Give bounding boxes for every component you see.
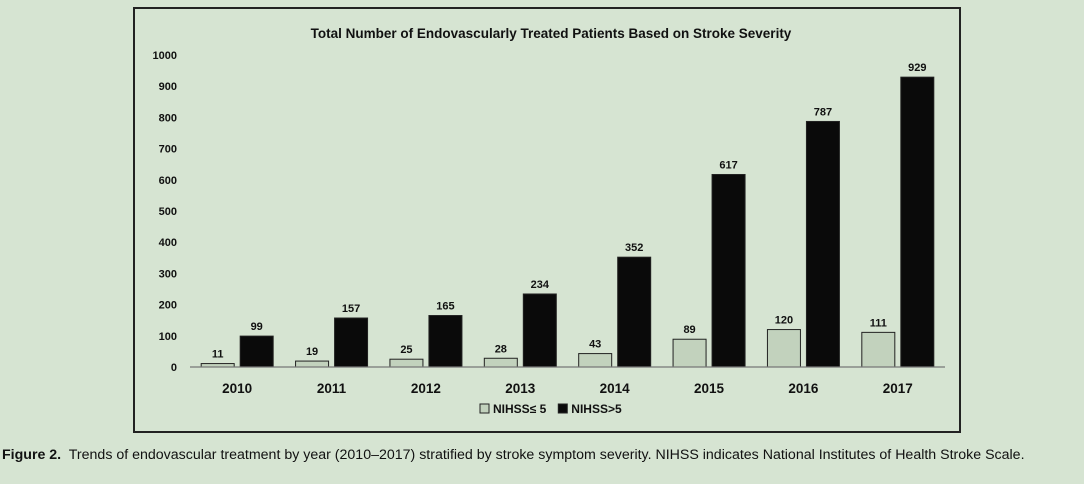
bar-nihss-high: [428, 315, 463, 368]
data-label: 787: [814, 106, 832, 118]
bar-nihss-high: [900, 76, 935, 368]
data-label: 165: [436, 301, 454, 313]
caption-text: Trends of endovascular treatment by year…: [68, 447, 1025, 463]
data-label: 352: [625, 242, 643, 254]
y-tick-label: 1000: [153, 50, 177, 62]
legend-label: NIHSS≤ 5: [493, 402, 547, 416]
x-tick-label: 2011: [317, 381, 347, 396]
bar-nihss-high: [334, 317, 369, 368]
figure-frame: Total Number of Endovascularly Treated P…: [133, 7, 961, 433]
x-tick-label: 2012: [411, 381, 441, 396]
y-tick-label: 600: [159, 175, 177, 187]
legend-label: NIHSS>5: [571, 402, 622, 416]
figure-caption: Figure 2. Trends of endovascular treatme…: [2, 447, 1082, 464]
bars: 11 99 19 157 25 165 28 234 43 352 89 617 120 787 111 92…: [200, 62, 935, 368]
bar-nihss-low: [861, 331, 896, 368]
chart-title: Total Number of Endovascularly Treated P…: [311, 26, 792, 41]
y-tick-label: 0: [171, 362, 177, 374]
bar-nihss-high: [711, 173, 746, 368]
y-tick-label: 100: [159, 331, 177, 343]
data-label: 11: [212, 349, 224, 361]
bar-chart: Total Number of Endovascularly Treated P…: [153, 26, 945, 416]
y-tick-label: 700: [159, 144, 177, 156]
data-label: 120: [775, 315, 793, 327]
data-label: 99: [251, 321, 263, 333]
data-label: 157: [342, 303, 360, 315]
bar-nihss-low: [483, 357, 518, 368]
bar-nihss-high: [239, 335, 274, 368]
bar-nihss-high: [522, 293, 557, 368]
x-tick-label: 2010: [222, 381, 252, 396]
bar-nihss-low: [672, 338, 707, 368]
y-tick-label: 400: [159, 237, 177, 249]
data-label: 19: [306, 346, 318, 358]
data-label: 43: [589, 339, 601, 351]
x-tick-label: 2015: [694, 381, 725, 396]
y-tick-label: 900: [159, 81, 177, 93]
x-tick-label: 2016: [788, 381, 819, 396]
legend-swatch-nihss-high: [557, 403, 568, 414]
x-tick-label: 2017: [883, 381, 913, 396]
data-label: 234: [531, 279, 550, 291]
bar-nihss-high: [805, 120, 840, 368]
bar-nihss-low: [578, 353, 613, 368]
y-tick-label: 800: [159, 112, 177, 124]
data-label: 111: [870, 317, 887, 329]
bar-nihss-low: [766, 329, 801, 368]
bar-nihss-low: [389, 358, 424, 368]
y-tick-label: 200: [159, 300, 177, 312]
y-tick-label: 500: [159, 206, 177, 218]
data-label: 89: [683, 324, 695, 336]
caption-label: Figure 2.: [2, 447, 62, 463]
y-axis: 0 100 200 300 400 500 600 700 800 900 1000: [153, 50, 177, 374]
data-label: 28: [495, 343, 507, 355]
data-label: 25: [400, 344, 412, 356]
x-tick-label: 2013: [505, 381, 536, 396]
x-axis: 2010 2011 2012 2013 2014 2015 2016 2017: [190, 366, 945, 396]
x-tick-label: 2014: [600, 381, 631, 396]
data-label: 617: [719, 159, 737, 171]
bar-nihss-high: [617, 256, 652, 368]
legend-swatch-nihss-low: [479, 403, 490, 414]
bar-nihss-low: [295, 360, 330, 368]
data-label: 929: [908, 62, 926, 74]
legend: NIHSS≤ 5 NIHSS>5: [479, 402, 622, 416]
y-tick-label: 300: [159, 268, 177, 280]
